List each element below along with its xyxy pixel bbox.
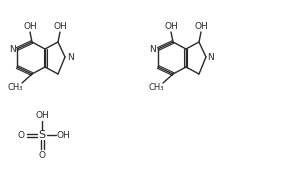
Text: O: O	[17, 130, 25, 139]
Text: N: N	[67, 53, 73, 61]
Text: N: N	[208, 53, 214, 61]
Text: CH₃: CH₃	[7, 83, 23, 92]
Text: OH: OH	[164, 21, 178, 31]
Text: O: O	[39, 151, 45, 159]
Text: OH: OH	[23, 21, 37, 31]
Text: CH₃: CH₃	[148, 83, 164, 92]
Text: OH: OH	[56, 130, 70, 139]
Text: N: N	[9, 45, 16, 53]
Text: OH: OH	[53, 21, 67, 31]
Text: OH: OH	[194, 21, 208, 31]
Text: S: S	[38, 130, 46, 140]
Text: N: N	[150, 45, 157, 53]
Text: OH: OH	[35, 110, 49, 120]
